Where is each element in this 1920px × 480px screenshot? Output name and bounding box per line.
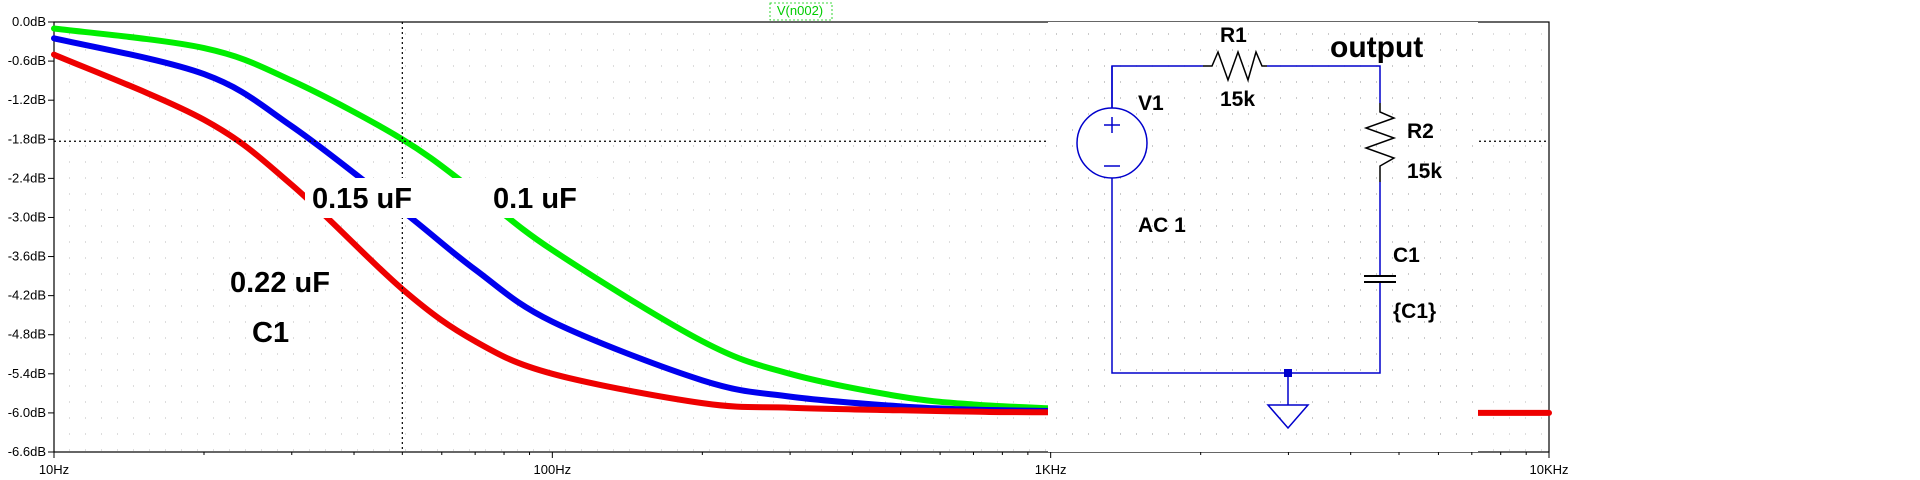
r1-value: 15k [1220, 88, 1255, 111]
y-tick-label: -2.4dB [8, 170, 46, 185]
x-tick-label: 100Hz [534, 462, 572, 477]
annotation-bg-015 [305, 178, 477, 218]
v1-name: V1 [1138, 92, 1164, 115]
ground-junction [1284, 369, 1292, 377]
r2-resistor-symbol[interactable] [1363, 103, 1397, 182]
x-tick-label: 10Hz [39, 462, 69, 477]
plot-frame [53, 21, 1550, 453]
y-tick-label: -3.0dB [8, 209, 46, 224]
x-axis: 10Hz 100Hz 1KHz 10KHz [39, 452, 1569, 477]
annotation-c1: C1 [252, 317, 289, 349]
y-tick-label: -6.6dB [8, 444, 46, 459]
y-axis: 0.0dB -0.6dB -1.2dB -1.8dB -2.4dB -3.0dB -3.6d… [8, 14, 54, 459]
x-tick-label: 1KHz [1035, 462, 1067, 477]
r2-value: 15k [1407, 160, 1442, 183]
annotation-015uf: 0.15 uF [312, 183, 412, 215]
ground-icon[interactable] [1266, 404, 1310, 430]
y-tick-label: -4.2dB [8, 288, 46, 303]
y-tick-label: -0.6dB [8, 53, 46, 68]
annotation-bg-01 [473, 178, 607, 218]
r2-name: R2 [1407, 120, 1434, 143]
c1-name: C1 [1393, 244, 1420, 267]
schematic-overlay: R1 15k output V1 AC 1 R2 15k C1 {C1} [1048, 22, 1478, 452]
v1-value: AC 1 [1138, 214, 1186, 237]
x-tick-label: 10KHz [1529, 462, 1568, 477]
y-tick-label: -1.8dB [8, 131, 46, 146]
trace-name-box [769, 2, 833, 21]
y-tick-label: -6.0dB [8, 405, 46, 420]
c1-value: {C1} [1393, 300, 1436, 323]
schematic-bg [1048, 22, 1478, 452]
r1-resistor-symbol[interactable] [1203, 49, 1267, 83]
trace-name-label[interactable]: V(n002) [777, 3, 823, 18]
annotation-022uf: 0.22 uF [230, 267, 330, 299]
series-line-0 [51, 25, 1054, 412]
y-tick-label: 0.0dB [12, 14, 46, 29]
y-tick-label: -1.2dB [8, 92, 46, 107]
series-line-1 [51, 35, 1054, 414]
output-net-label: output [1330, 31, 1423, 64]
y-tick-label: -5.4dB [8, 366, 46, 381]
y-tick-label: -4.8dB [8, 327, 46, 342]
y-tick-label: -3.6dB [8, 249, 46, 264]
r1-name: R1 [1220, 24, 1247, 47]
schematic-grid-dots [1056, 33, 1473, 435]
annotation-01uf: 0.1 uF [493, 183, 577, 215]
